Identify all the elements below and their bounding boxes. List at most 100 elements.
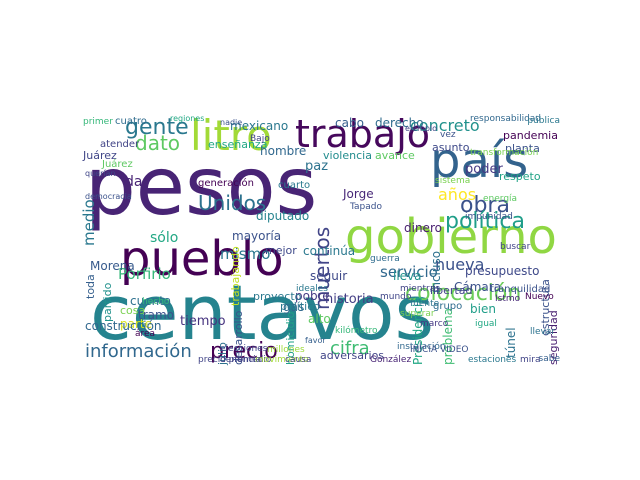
- cloud-word: paz: [305, 159, 329, 174]
- cloud-word: poder: [465, 162, 503, 177]
- cloud-word: parte: [120, 317, 152, 331]
- cloud-word: democracia: [85, 192, 132, 201]
- cloud-word: centavos: [90, 268, 435, 357]
- cloud-word: mientras: [400, 284, 440, 294]
- cloud-word: kilómetro: [335, 326, 378, 336]
- cloud-word: historia: [325, 292, 374, 307]
- cloud-word: cuarto: [278, 180, 311, 191]
- cloud-word: sabe: [538, 354, 560, 364]
- cloud-word: responsabilidad: [470, 114, 542, 124]
- cloud-word: nadie: [220, 118, 243, 127]
- cloud-word: pandemia: [503, 129, 558, 142]
- cloud-word: generación: [198, 178, 254, 189]
- cloud-word: instalación: [397, 342, 446, 352]
- cloud-word: dato: [135, 131, 181, 155]
- cloud-word: cabo: [335, 116, 364, 130]
- cloud-word: servicio: [380, 263, 438, 281]
- cloud-word: dar: [125, 174, 149, 190]
- cloud-word: cosa: [120, 304, 146, 317]
- cloud-word: denuncia: [220, 355, 262, 365]
- cloud-word: llevar: [530, 327, 556, 337]
- cloud-word: buscar: [500, 242, 531, 252]
- cloud-word: querían: [85, 169, 116, 178]
- cloud-word: gente: [125, 115, 189, 140]
- cloud-word: bien: [470, 302, 496, 316]
- cloud-word: años: [438, 185, 477, 204]
- cloud-word: Jorge: [343, 187, 374, 201]
- cloud-word: alto: [308, 312, 331, 326]
- cloud-word: obra: [460, 193, 510, 218]
- cloud-word: tiempo: [180, 314, 226, 329]
- cloud-word: tranquilidad: [490, 284, 551, 295]
- cloud-word: sólo: [150, 230, 179, 246]
- cloud-word: igual: [475, 319, 497, 329]
- cloud-word: regiones: [170, 114, 205, 123]
- cloud-word: cuenta: [130, 294, 172, 308]
- cloud-word: Cámara: [454, 280, 502, 294]
- cloud-word: construcción: [85, 319, 162, 333]
- cloud-word: Morena: [90, 259, 135, 273]
- cloud-word: proyecto: [253, 290, 302, 303]
- cloud-word: continúa: [303, 244, 356, 258]
- cloud-word: tramo: [138, 308, 175, 322]
- cloud-word: política: [445, 209, 525, 234]
- cloud-word: libertad: [430, 284, 473, 297]
- cloud-word: información: [85, 341, 192, 362]
- cloud-word: ideales: [296, 284, 328, 294]
- cloud-word: Nuevo: [525, 292, 554, 302]
- cloud-word: Unidos: [198, 191, 267, 215]
- cloud-word: asunto: [432, 141, 470, 154]
- cloud-word: túnel: [504, 327, 518, 358]
- cloud-word: guerra: [370, 254, 400, 264]
- cloud-word: hecho: [142, 297, 170, 307]
- cloud-word: pública: [527, 116, 560, 126]
- cloud-word: seguir: [310, 269, 348, 283]
- cloud-word: ejemplo: [405, 124, 438, 133]
- cloud-word: problema: [441, 307, 455, 365]
- cloud-word: cifra: [330, 338, 370, 359]
- cloud-word: avance: [375, 149, 415, 162]
- cloud-word: toda: [84, 274, 97, 300]
- cloud-word: Porfirio: [118, 265, 171, 283]
- cloud-word: trabajando: [229, 245, 242, 306]
- cloud-word: violencia: [323, 149, 372, 162]
- cloud-word: planta: [505, 142, 540, 155]
- cloud-word: transformación: [470, 148, 539, 158]
- cloud-word: vez: [440, 130, 456, 140]
- cloud-word: mayoría: [232, 229, 282, 243]
- cloud-word: precio promedio: [198, 355, 272, 365]
- cloud-word: atender: [100, 139, 140, 150]
- cloud-word: adversarios: [320, 349, 385, 362]
- cloud-word: medio: [80, 199, 98, 247]
- cloud-word: litro: [190, 111, 272, 160]
- cloud-word: millones: [267, 345, 305, 355]
- cloud-word: energía: [483, 194, 518, 204]
- cloud-word: elecciones: [220, 344, 268, 354]
- cloud-word: cuatro: [115, 116, 147, 127]
- cloud-word: presupuesto: [465, 264, 540, 278]
- cloud-word: mexicano: [230, 119, 289, 133]
- cloud-word: causa: [285, 355, 312, 365]
- cloud-word: mira: [520, 355, 541, 365]
- cloud-word: político: [280, 300, 320, 313]
- cloud-word: gas: [283, 300, 305, 314]
- cloud-word: marco: [420, 319, 449, 329]
- cloud-word: primer: [83, 117, 113, 127]
- cloud-word: lleva: [393, 269, 422, 283]
- cloud-word: Juárez: [83, 149, 117, 162]
- cloud-word: trabajo: [295, 112, 431, 156]
- cloud-word: pueblo: [120, 231, 284, 287]
- cloud-word: fuente: [410, 299, 440, 309]
- cloud-word: partido: [101, 283, 114, 323]
- cloud-word: INICIA VIDEO: [410, 345, 469, 355]
- cloud-word: movimiento: [255, 355, 309, 365]
- cloud-word: favor: [305, 336, 326, 345]
- cloud-word: mejor: [265, 244, 297, 257]
- cloud-word: mundo: [380, 292, 412, 302]
- cloud-word: colocación: [405, 281, 522, 306]
- cloud-word: pobre: [295, 289, 330, 303]
- cloud-word: impunidad: [465, 212, 513, 222]
- cloud-word: área: [135, 329, 156, 339]
- cloud-word: sistema: [435, 176, 471, 186]
- word-cloud: pesos centavos país gobierno pueblo litro trab…: [80, 111, 560, 366]
